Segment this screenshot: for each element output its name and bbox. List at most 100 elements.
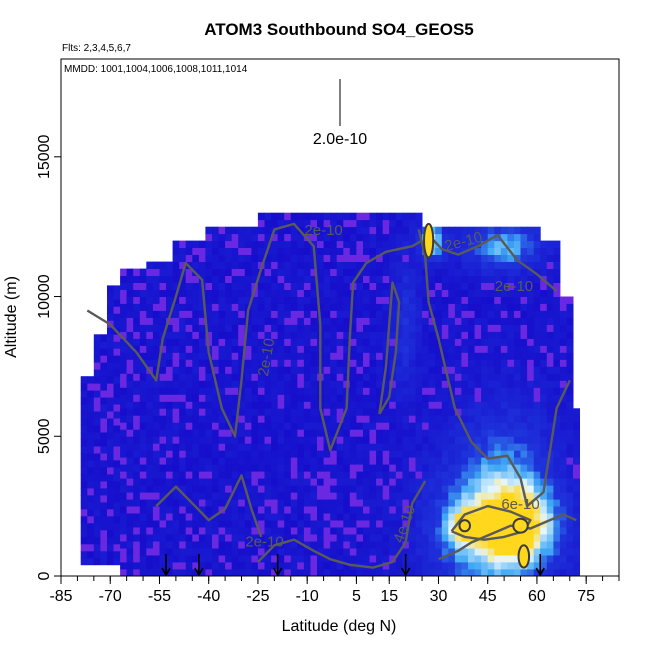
heatmap-cell [218, 324, 226, 332]
heatmap-cell [297, 436, 305, 444]
heatmap-cell [382, 520, 390, 528]
heatmap-cell [264, 541, 272, 549]
heatmap-cell [172, 464, 180, 472]
heatmap-cell [402, 380, 410, 388]
heatmap-cell [435, 450, 443, 458]
heatmap-cell [435, 254, 443, 262]
heatmap-cell [540, 499, 548, 507]
heatmap-cell [395, 457, 403, 465]
heatmap-cell [205, 331, 213, 339]
heatmap-cell [146, 485, 154, 493]
heatmap-cell [349, 240, 357, 248]
heatmap-cell [507, 373, 515, 381]
heatmap-cell [343, 429, 351, 437]
heatmap-cell [166, 548, 173, 556]
contour-line [86, 222, 423, 452]
heatmap-cell [546, 541, 554, 549]
heatmap-cell [540, 506, 548, 514]
heatmap-cell [107, 557, 114, 566]
heatmap-cell [474, 380, 482, 388]
heatmap-cell [527, 478, 535, 486]
heatmap-cell [500, 415, 508, 423]
heatmap-cell [172, 513, 180, 521]
heatmap-cell [257, 436, 265, 444]
heatmap-cell [540, 366, 548, 374]
heatmap-cell [363, 247, 370, 255]
heatmap-cell [356, 275, 364, 283]
heatmap-cell [166, 268, 173, 276]
heatmap-cell [192, 527, 200, 535]
heatmap-cell [297, 289, 305, 297]
x-tick-label: -25 [246, 588, 269, 605]
heatmap-cell [369, 373, 377, 381]
heatmap-cell [474, 436, 482, 444]
heatmap-cell [389, 527, 397, 535]
heatmap-cell [527, 492, 535, 500]
heatmap-cell [310, 366, 318, 374]
heatmap-cell [277, 226, 285, 235]
heatmap-cell [185, 464, 193, 472]
heatmap-cell [559, 331, 567, 339]
heatmap-cell [402, 296, 410, 304]
heatmap-cell [198, 499, 206, 507]
heatmap-cell [395, 394, 403, 402]
heatmap-cell [382, 226, 390, 235]
heatmap-cell [93, 432, 101, 440]
heatmap-cell [395, 429, 403, 437]
heatmap-cell [520, 296, 528, 304]
heatmap-cell [408, 394, 416, 402]
heatmap-cell [507, 443, 515, 451]
heatmap-cell [566, 422, 574, 430]
heatmap-cell [225, 520, 233, 528]
heatmap-cell [507, 380, 515, 388]
heatmap-cell [474, 415, 482, 423]
heatmap-cell [474, 275, 482, 283]
heatmap-cell [553, 506, 561, 514]
heatmap-cell [330, 569, 338, 576]
heatmap-cell [402, 247, 410, 255]
heatmap-cell [264, 331, 272, 339]
heatmap-cell [198, 415, 206, 423]
heatmap-cell [284, 212, 292, 221]
heatmap-cell [454, 471, 462, 479]
heatmap-cell [389, 275, 397, 283]
heatmap-cell [113, 550, 121, 559]
heatmap-cell [251, 415, 259, 423]
heatmap-cell [185, 408, 193, 416]
heatmap-cell [481, 443, 489, 451]
heatmap-cell [389, 345, 397, 353]
heatmap-cell [244, 541, 252, 549]
heatmap-cell [474, 303, 482, 311]
heatmap-cell [343, 450, 351, 458]
heatmap-cell [402, 240, 410, 248]
heatmap-cell [356, 331, 364, 339]
heatmap-cell [441, 338, 449, 346]
heatmap-cell [271, 310, 279, 318]
heatmap-cell [546, 471, 554, 479]
heatmap-cell [540, 527, 548, 535]
heatmap-cell [389, 443, 397, 451]
heatmap-cell [527, 352, 535, 360]
heatmap-cell [271, 478, 279, 486]
heatmap-cell [461, 240, 469, 248]
heatmap-cell [349, 310, 357, 318]
heatmap-cell [454, 324, 462, 332]
heatmap-cell [448, 513, 456, 521]
heatmap-cell [382, 471, 390, 479]
heatmap-cell [559, 415, 567, 423]
heatmap-cell [192, 506, 200, 514]
heatmap-cell [559, 555, 567, 563]
heatmap-cell [336, 310, 344, 318]
heatmap-cell [408, 275, 416, 283]
heatmap-cell [251, 226, 259, 235]
heatmap-cell [500, 233, 508, 242]
heatmap-cell [382, 324, 390, 332]
heatmap-cell [225, 233, 233, 242]
heatmap-cell [271, 338, 279, 346]
heatmap-cell [527, 233, 535, 242]
heatmap-cell [428, 534, 436, 542]
heatmap-cell [317, 534, 324, 542]
heatmap-cell [244, 457, 252, 465]
heatmap-cell [448, 254, 456, 262]
heatmap-cell [113, 432, 121, 440]
